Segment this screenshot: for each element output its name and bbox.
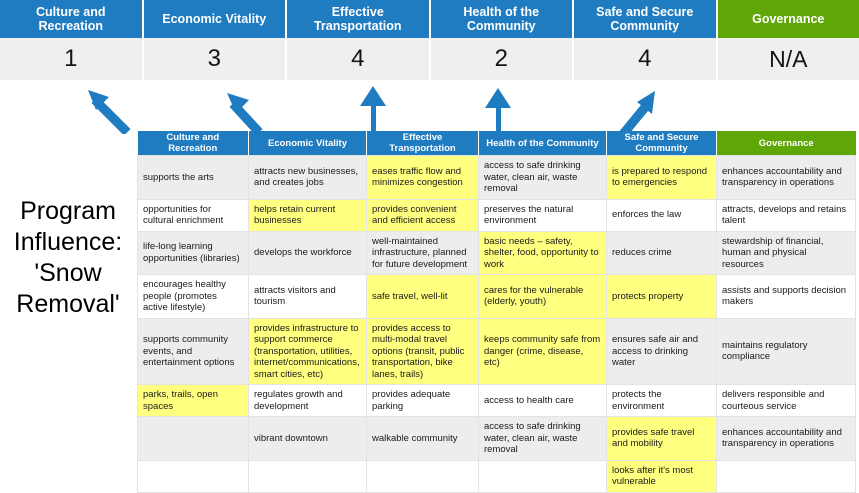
matrix-cell[interactable]: assists and supports decision makers [717,275,856,319]
matrix-cell[interactable]: attracts new businesses, and creates job… [249,156,367,200]
matrix-cell[interactable]: access to safe drinking water, clean air… [479,417,607,461]
matrix-cell[interactable]: protects the environment [607,385,717,417]
table-row: supports the arts attracts new businesse… [138,156,856,200]
scorecard-value-safe-and-secure-community: 4 [574,38,718,80]
table-row: opportunities for cultural enrichment he… [138,199,856,231]
scorecard-value-economic-vitality: 3 [144,38,288,80]
matrix-header-governance[interactable]: Governance [717,131,856,156]
matrix-cell[interactable]: preserves the natural environment [479,199,607,231]
matrix-cell[interactable]: supports the arts [138,156,249,200]
matrix-cell[interactable]: provides infrastructure to support comme… [249,318,367,385]
table-row: encourages healthy people (promotes acti… [138,275,856,319]
table-row: supports community events, and entertain… [138,318,856,385]
strategic-alignment-matrix: Culture and Recreation Economic Vitality… [137,131,856,493]
arrow-connector-layer [0,78,859,134]
scorecard-header-row: Culture and Recreation Economic Vitality… [0,0,859,38]
matrix-cell[interactable]: encourages healthy people (promotes acti… [138,275,249,319]
matrix-cell[interactable]: stewardship of financial, human and phys… [717,231,856,275]
matrix-cell[interactable]: develops the workforce [249,231,367,275]
matrix-cell[interactable]: enforces the law [607,199,717,231]
matrix-cell[interactable]: maintains regulatory compliance [717,318,856,385]
scorecard-header-health-of-the-community[interactable]: Health of the Community [431,0,575,38]
table-row: life-long learning opportunities (librar… [138,231,856,275]
scorecard-value-culture-and-recreation: 1 [0,38,144,80]
matrix-cell[interactable]: regulates growth and development [249,385,367,417]
matrix-cell[interactable]: access to safe drinking water, clean air… [479,156,607,200]
matrix-cell[interactable]: well-maintained infrastructure, planned … [367,231,479,275]
scorecard-header-safe-and-secure-community[interactable]: Safe and Secure Community [574,0,718,38]
matrix-cell[interactable]: provides access to multi-modal travel op… [367,318,479,385]
scorecard-banner: Culture and Recreation Economic Vitality… [0,0,859,80]
arrow-culture-and-recreation-icon [88,90,127,132]
matrix-cell[interactable]: enhances accountability and transparency… [717,156,856,200]
scorecard-value-effective-transportation: 4 [287,38,431,80]
matrix-cell[interactable]: access to health care [479,385,607,417]
table-row: vibrant downtown walkable community acce… [138,417,856,461]
matrix-cell[interactable]: enhances accountability and transparency… [717,417,856,461]
arrow-effective-transportation-icon [360,86,386,132]
matrix-cell[interactable]: vibrant downtown [249,417,367,461]
matrix-header-culture-and-recreation[interactable]: Culture and Recreation [138,131,249,156]
matrix-cell[interactable]: helps retain current businesses [249,199,367,231]
arrow-safe-and-secure-community-icon [622,91,655,134]
matrix-cell[interactable]: provides adequate parking [367,385,479,417]
scorecard-value-health-of-the-community: 2 [431,38,575,80]
matrix-header-health-of-the-community[interactable]: Health of the Community [479,131,607,156]
matrix-cell[interactable]: delivers responsible and courteous servi… [717,385,856,417]
matrix-cell[interactable]: keeps community safe from danger (crime,… [479,318,607,385]
matrix-header-row: Culture and Recreation Economic Vitality… [138,131,856,156]
table-row: parks, trails, open spaces regulates gro… [138,385,856,417]
matrix-cell[interactable]: opportunities for cultural enrichment [138,199,249,231]
matrix-header-economic-vitality[interactable]: Economic Vitality [249,131,367,156]
matrix-cell[interactable]: attracts, develops and retains talent [717,199,856,231]
matrix-cell[interactable]: provides convenient and efficient access [367,199,479,231]
matrix-cell[interactable]: safe travel, well-lit [367,275,479,319]
scorecard-value-row: 1 3 4 2 4 N/A [0,38,859,80]
matrix-cell[interactable]: reduces crime [607,231,717,275]
matrix-cell[interactable]: protects property [607,275,717,319]
matrix-cell[interactable] [138,417,249,461]
program-influence-caption: Program Influence: 'Snow Removal' [2,196,134,320]
matrix-cell[interactable]: ensures safe air and access to drinking … [607,318,717,385]
matrix-header-safe-and-secure-community[interactable]: Safe and Secure Community [607,131,717,156]
arrow-health-of-the-community-icon [485,88,511,132]
scorecard-header-governance[interactable]: Governance [718,0,859,38]
matrix-cell[interactable]: cares for the vulnerable (elderly, youth… [479,275,607,319]
matrix-cell[interactable]: is prepared to respond to emergencies [607,156,717,200]
scorecard-header-economic-vitality[interactable]: Economic Vitality [144,0,288,38]
matrix-cell[interactable]: basic needs – safety, shelter, food, opp… [479,231,607,275]
matrix-body: supports the arts attracts new businesse… [138,156,856,493]
matrix-cell[interactable]: walkable community [367,417,479,461]
scorecard-header-culture-and-recreation[interactable]: Culture and Recreation [0,0,144,38]
matrix-header-effective-transportation[interactable]: Effective Transportation [367,131,479,156]
matrix-cell[interactable]: parks, trails, open spaces [138,385,249,417]
scorecard-header-effective-transportation[interactable]: Effective Transportation [287,0,431,38]
scorecard-value-governance: N/A [718,38,859,80]
matrix-cell[interactable]: eases traffic flow and minimizes congest… [367,156,479,200]
matrix-cell[interactable]: provides safe travel and mobility [607,417,717,461]
matrix-cell[interactable]: supports community events, and entertain… [138,318,249,385]
matrix-cell[interactable]: life-long learning opportunities (librar… [138,231,249,275]
arrow-economic-vitality-icon [227,93,259,132]
matrix-cell[interactable]: attracts visitors and tourism [249,275,367,319]
